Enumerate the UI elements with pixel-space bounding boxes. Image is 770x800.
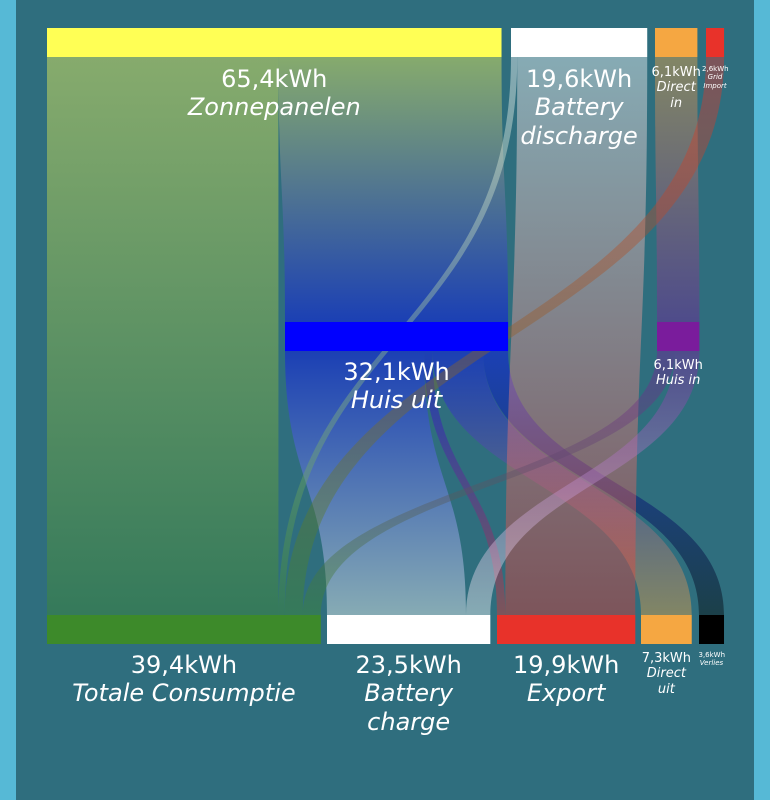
flow-link [466,351,700,615]
flow-node [657,322,700,351]
node-value: 6,1kWh [653,358,703,373]
node-label: 6,1kWh Direct in [651,65,701,111]
node-value: 19,9kWh [513,651,620,679]
side-band [754,0,770,800]
node-name: Export [526,679,606,708]
flow-link [278,57,509,322]
node-value: 3,6kWh [698,651,726,659]
flow-node [47,28,502,57]
node-value: 2,6kWh [702,65,729,73]
node-value: 7,3kWh [641,651,692,666]
flow-link [505,57,648,615]
flow-node [641,615,692,644]
flow-node [511,28,648,57]
side-band [0,0,16,800]
node-name: Verlies [699,659,724,668]
node-name: Grid Import [703,73,727,90]
node-label: 7,3kWh Direct uit [641,651,692,697]
flow-link [424,351,506,615]
node-name: Battery charge [364,679,454,736]
flow-node [497,615,636,644]
node-name: Zonnepanelen [187,93,361,122]
node-label: 23,5kWh Battery charge [327,651,490,736]
node-value: 32,1kWh [343,358,450,386]
node-value: 6,1kWh [651,65,701,80]
node-name: Huis in [655,373,701,389]
flow-node [327,615,491,644]
node-value: 65,4kWh [221,65,328,93]
flow-node [655,28,698,57]
node-name: Direct in [656,80,696,111]
node-name: Battery discharge [520,93,638,150]
flow-link [285,351,466,615]
flow-node [706,28,725,57]
node-label: 19,6kWh Battery discharge [511,65,647,150]
flow-link [47,57,279,615]
node-value: 19,6kWh [525,65,633,93]
flow-link [302,351,676,615]
node-name: Totale Consumptie [72,679,296,708]
flow-node [285,322,509,351]
flow-node [699,615,725,644]
node-label: 6,1kWh Huis in [653,358,703,389]
node-name: Huis uit [350,386,443,415]
node-name: Direct uit [646,666,686,697]
node-value: 23,5kWh [355,651,462,679]
node-label: 65,4kWh Zonnepanelen [47,65,502,122]
flow-node [47,615,321,644]
node-value: 39,4kWh [130,651,238,679]
node-label: 2,6kWh Grid Import [702,65,729,90]
node-label: 32,1kWh Huis uit [285,358,508,415]
node-label: 19,9kWh Export [497,651,635,708]
node-label: 3,6kWh Verlies [698,651,726,668]
node-label: 39,4kWh Totale Consumptie [47,651,321,708]
